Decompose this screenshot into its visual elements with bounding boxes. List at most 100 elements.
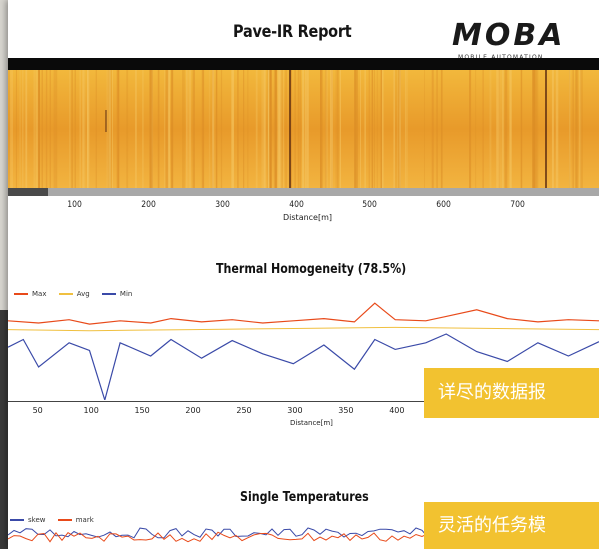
heat-stripe: [371, 70, 374, 188]
heat-stripe: [572, 70, 574, 188]
heat-stripe: [297, 70, 300, 188]
heatmap-x-tick: 100: [67, 200, 82, 210]
heat-stripe: [237, 70, 239, 188]
heat-stripe: [171, 70, 174, 188]
heat-stripe: [22, 70, 24, 188]
heat-stripe: [69, 70, 71, 188]
heat-stripe: [263, 70, 266, 188]
heat-stripe: [475, 70, 477, 188]
heat-stripe: [142, 70, 144, 188]
legend-skew-label: skew: [28, 516, 46, 524]
heat-stripe: [533, 70, 535, 188]
heat-stripe: [164, 70, 166, 188]
series-line-max: [8, 302, 599, 325]
heat-stripe: [182, 70, 185, 188]
heat-stripe: [19, 70, 21, 188]
heat-stripe: [83, 70, 86, 188]
heat-stripe: [165, 70, 169, 188]
thermal-heatmap: [8, 70, 599, 188]
heat-stripe: [509, 70, 512, 188]
heat-stripe: [273, 70, 277, 188]
heat-stripe: [569, 70, 570, 188]
heat-stripe: [15, 70, 17, 188]
legend-avg-label: Avg: [76, 290, 90, 298]
thermal-x-axis-line: [8, 401, 599, 402]
heat-stripe: [501, 70, 504, 188]
heat-stripe: [424, 70, 425, 188]
heat-stripe: [302, 70, 305, 188]
heat-stripe: [41, 70, 43, 188]
heat-stripe: [397, 70, 399, 188]
heat-stripe: [45, 70, 48, 188]
single-temperatures-chart: [8, 527, 429, 543]
heat-stripe: [393, 70, 395, 188]
legend-min: Min: [101, 290, 133, 298]
heat-stripe: [569, 70, 571, 188]
heat-stripe: [489, 70, 492, 188]
moba-logo: MOBA MOBILE AUTOMATION: [448, 18, 598, 66]
heat-stripe: [232, 70, 234, 188]
heat-stripe: [306, 70, 309, 188]
heat-stripe: [274, 70, 277, 188]
heat-stripe: [436, 70, 438, 188]
report-title: Pave-IR Report: [233, 22, 352, 42]
series-line-avg: [8, 326, 599, 332]
heatmap-bottom-bar-marker: [8, 188, 48, 196]
heat-stripe: [243, 70, 245, 188]
heat-stripe: [269, 70, 272, 188]
legend-max: Max: [14, 290, 46, 298]
single-temperatures-title: Single Temperatures: [240, 490, 369, 505]
heat-stripe: [212, 70, 215, 188]
single-temp-trace: [8, 527, 429, 539]
single-temp-legend: skew mark: [10, 516, 104, 524]
heat-stripe: [440, 70, 443, 188]
heat-stripe: [267, 70, 270, 188]
heat-stripe: [504, 70, 508, 188]
logo-subtext: MOBILE AUTOMATION: [458, 54, 544, 61]
legend-mark: mark: [57, 516, 94, 524]
heat-stripe: [277, 70, 281, 188]
legend-avg: Avg: [58, 290, 90, 298]
thermal-legend: Max Avg Min: [14, 290, 142, 298]
heat-stripe: [36, 70, 38, 188]
heat-stripe: [520, 70, 523, 188]
legend-min-label: Min: [119, 290, 133, 298]
heat-stripe: [406, 70, 408, 188]
heat-stripe: [536, 70, 539, 188]
heat-stripe: [534, 70, 537, 188]
heat-stripe: [497, 70, 501, 188]
thermal-x-tick: 350: [338, 406, 354, 415]
heat-stripe: [364, 70, 366, 188]
heatmap-x-tick: 300: [214, 200, 230, 210]
heatmap-top-bar: [8, 58, 599, 70]
heat-stripe: [325, 70, 328, 188]
heatmap-x-label: Distance[m]: [283, 213, 333, 222]
heat-stripe: [150, 70, 153, 188]
heat-stripe: [255, 70, 258, 188]
legend-max-label: Max: [32, 290, 47, 298]
heat-stripe: [294, 70, 296, 188]
feature-banner-data: 详尽的数据报: [424, 368, 599, 418]
heat-stripe: [277, 70, 280, 188]
heat-stripe: [339, 70, 341, 188]
logo-wordmark: MOBA: [452, 18, 566, 53]
thermal-x-tick: 200: [185, 406, 201, 415]
heat-stripe: [354, 70, 356, 188]
heat-stripe: [354, 70, 357, 188]
legend-skew: skew: [10, 516, 45, 524]
heat-stripe: [106, 70, 108, 188]
heat-stripe: [580, 70, 583, 188]
feature-banner-tasks: 灵活的任务模: [424, 502, 599, 549]
heat-stripe: [335, 70, 337, 188]
heat-stripe: [71, 70, 73, 188]
heat-stripe: [282, 70, 284, 188]
report-sheet: Pave-IR Report MOBA MOBILE AUTOMATION 10…: [8, 0, 599, 549]
heat-stripe: [431, 70, 434, 188]
heat-stripe: [38, 70, 40, 188]
heat-stripe: [368, 70, 370, 188]
heat-stripe: [167, 70, 171, 188]
heat-stripe: [87, 70, 90, 188]
heat-stripe: [380, 70, 382, 188]
heat-stripe: [496, 70, 499, 188]
heat-stripe: [532, 70, 535, 188]
